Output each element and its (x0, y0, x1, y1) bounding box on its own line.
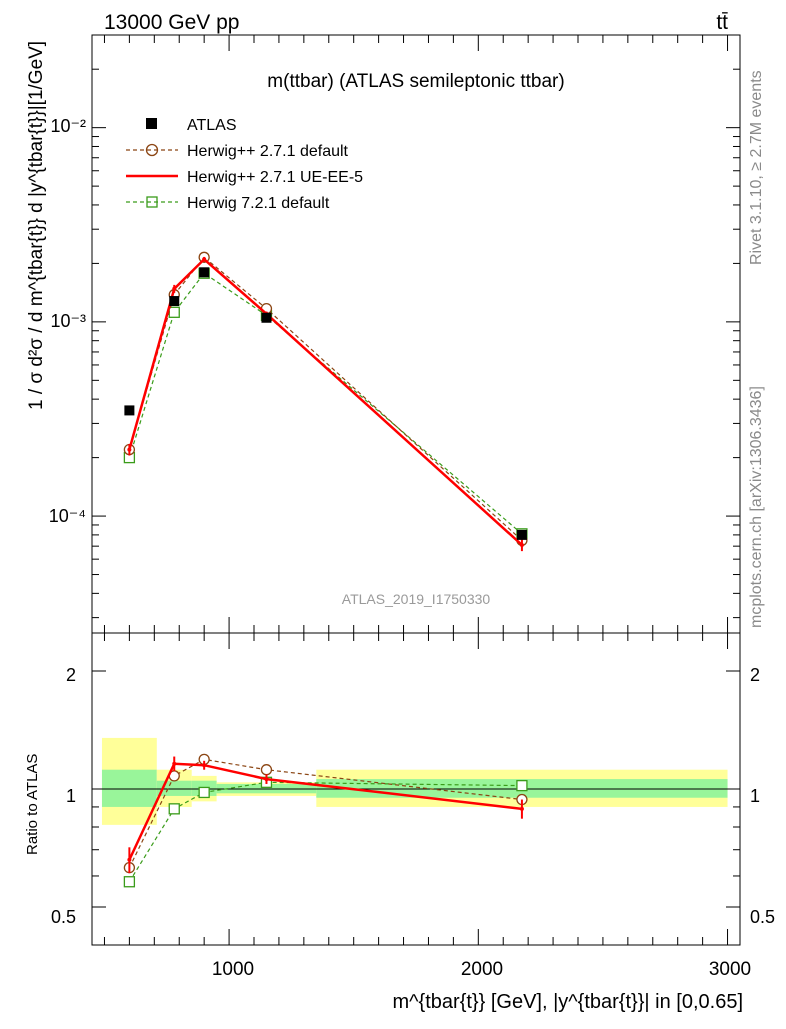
ratio-point-herwig-2-7-1-ue-ee-5-1 (172, 761, 177, 766)
ratio-ytick-label-right-1: 1 (750, 786, 760, 806)
ratio-band-inner-0 (101, 769, 157, 807)
ratio-ylabel: Ratio to ATLAS (24, 754, 41, 855)
legend-marker-herwig7-default (146, 196, 158, 208)
main-point-atlas-4 (516, 529, 527, 540)
ratio-ytick-label-right-2: 2 (750, 665, 760, 685)
main-point-herwig-7-2-1-default-1 (168, 306, 180, 318)
main-plot-panel: m(ttbar) (ATLAS semileptonic ttbar) ATLA… (26, 34, 741, 634)
main-point-atlas-2 (199, 267, 210, 278)
main-line-herwig-7-2-1-default (128, 272, 523, 535)
main-ylabel: 1 / σ d²σ / d m^{tbar{t}} d |y^{tbar{t}}… (26, 41, 47, 410)
main-point-herwig-2-7-1-ue-ee-5-1 (172, 286, 177, 291)
ratio-point-herwig-2-7-1-ue-ee-5-2 (202, 763, 207, 768)
main-ytick-labels: 10⁻⁴ 10⁻³ 10⁻² (49, 116, 86, 526)
energy-label: 13000 GeV pp (104, 11, 239, 34)
process-label: tt̄ (716, 11, 728, 34)
ratio-point-herwig-2-7-1-default-3 (260, 764, 273, 776)
main-point-herwig-2-7-1-ue-ee-5-4 (519, 542, 524, 547)
ratio-ytick-labels-right: 0.5 1 2 (750, 665, 775, 927)
ratio-plot-panel: Ratio to ATLAS 0.5 1 2 0.5 1 2 (24, 632, 775, 946)
legend: ATLAS Herwig++ 2.7.1 default Herwig++ 2.… (126, 117, 363, 212)
ratio-axis-ticks (92, 633, 740, 946)
main-plot-marks (123, 251, 528, 552)
ratio-point-herwig-2-7-1-ue-ee-5-4 (519, 806, 524, 811)
ratio-ytick-labels-left: 0.5 1 2 (51, 665, 76, 927)
ratio-uncertainty-bands (101, 737, 728, 825)
ytick-label-1e-2: 10⁻² (50, 116, 86, 136)
ratio-point-herwig-2-7-1-ue-ee-5-0 (127, 857, 132, 862)
xaxis-label: m^{tbar{t}} [GeV], |y^{tbar{t}}| in [0,0… (393, 991, 744, 1013)
main-point-atlas-0 (124, 405, 135, 416)
ratio-point-herwig-7-2-1-default-4 (516, 779, 528, 792)
legend-marker-atlas (146, 118, 157, 129)
ratio-point-herwig-7-2-1-default-2 (198, 786, 210, 799)
legend-label-herwig7-default: Herwig 7.2.1 default (187, 195, 330, 212)
ratio-point-herwig-7-2-1-default-1 (168, 803, 180, 815)
main-point-herwig-2-7-1-ue-ee-5-2 (202, 257, 207, 262)
ytick-label-1e-4: 10⁻⁴ (49, 506, 86, 526)
main-line-herwig-2-7-1-default (128, 256, 523, 541)
legend-marker-herwigpp-default (145, 143, 159, 157)
ratio-point-herwig-7-2-1-default-0 (123, 876, 136, 888)
mcplots-label: mcplots.cern.ch [arXiv:1306.3436] (748, 386, 765, 628)
legend-label-herwigpp-ueee5: Herwig++ 2.7.1 UE-EE-5 (187, 169, 363, 186)
ratio-ytick-label-0.5: 0.5 (51, 907, 76, 927)
rivet-version-label: Rivet 3.1.10, ≥ 2.7M events (748, 70, 765, 265)
ratio-plot-marks (123, 753, 528, 888)
main-axis-ticks (92, 34, 740, 633)
xtick-label-2000: 2000 (461, 959, 503, 980)
ratio-ytick-label-1: 1 (66, 786, 76, 806)
ytick-label-1e-3: 10⁻³ (50, 311, 86, 331)
plot-title: m(ttbar) (ATLAS semileptonic ttbar) (267, 71, 564, 92)
main-point-atlas-3 (261, 312, 272, 323)
xtick-label-1000: 1000 (212, 959, 254, 980)
legend-label-herwigpp-default: Herwig++ 2.7.1 default (187, 143, 349, 160)
legend-label-atlas: ATLAS (187, 117, 237, 134)
main-line-herwig-2-7-1-ue-ee-5 (128, 257, 523, 546)
ratio-ytick-label-2: 2 (66, 665, 76, 685)
main-point-atlas-1 (169, 296, 180, 307)
analysis-id-label: ATLAS_2019_I1750330 (342, 591, 491, 607)
ratio-point-herwig-2-7-1-ue-ee-5-3 (264, 777, 269, 782)
ratio-ytick-label-right-0.5: 0.5 (750, 907, 775, 927)
xtick-label-3000: 3000 (709, 959, 751, 980)
main-point-herwig-2-7-1-ue-ee-5-0 (127, 447, 132, 452)
